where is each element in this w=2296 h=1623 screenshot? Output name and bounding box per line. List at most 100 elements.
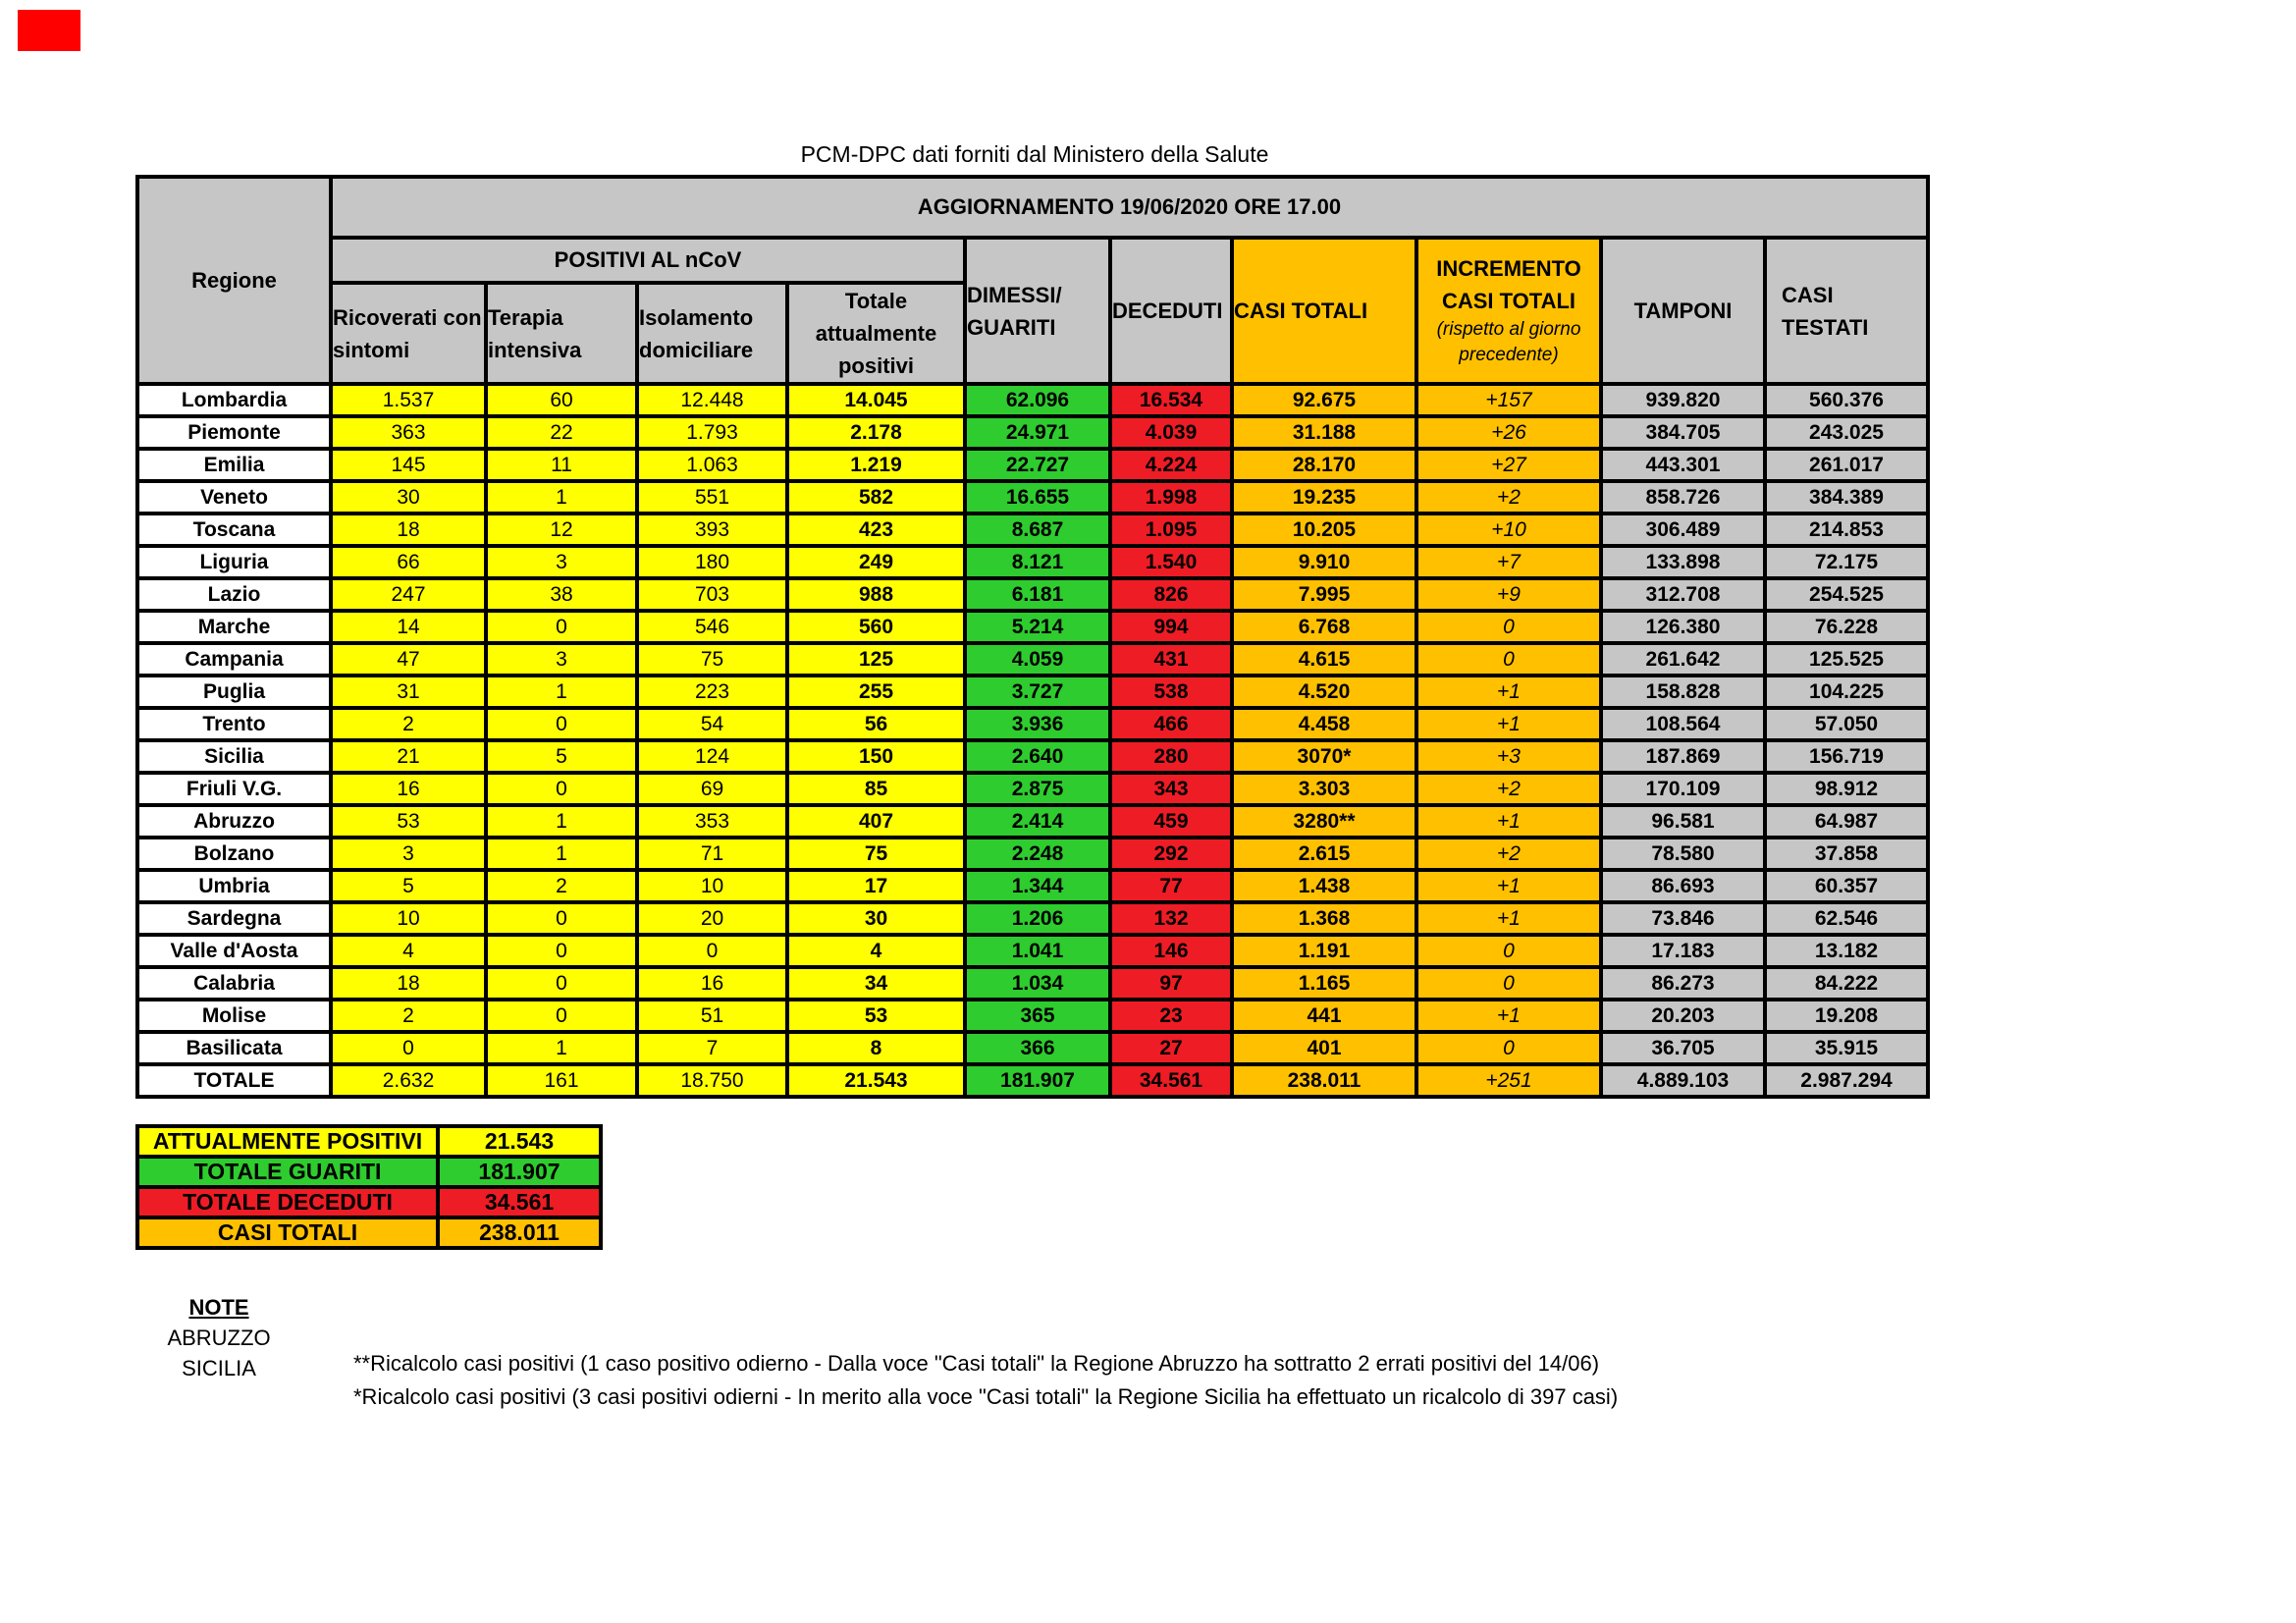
summary-label: TOTALE GUARITI	[135, 1155, 440, 1189]
region-row: Veneto 30 1 551 582 16.655 1.998 19.235 +2 858.72…	[135, 479, 1930, 515]
col-header-casi-totali: CASI TOTALI	[1230, 236, 1418, 386]
cell-ricoverati: 4	[329, 933, 488, 969]
cell-casi-totali: 19.235	[1230, 479, 1418, 515]
sub-header-isolamento: Isolamento domiciliare	[635, 281, 789, 386]
cell-tamponi: 158.828	[1599, 674, 1767, 710]
cell-tamponi: 443.301	[1599, 447, 1767, 483]
cell-ricoverati: 66	[329, 544, 488, 580]
cell-casi-testati: 19.208	[1763, 998, 1930, 1034]
region-row: Liguria 66 3 180 249 8.121 1.540 9.910 +7 133.898…	[135, 544, 1930, 580]
cell-deceduti: 538	[1108, 674, 1234, 710]
cell-tamponi: 36.705	[1599, 1030, 1767, 1066]
region-name: Toscana	[135, 512, 333, 548]
cell-tamponi: 187.869	[1599, 738, 1767, 775]
cell-casi-totali: 31.188	[1230, 414, 1418, 451]
cell-guariti: 1.206	[963, 900, 1112, 937]
positivi-group-header: POSITIVI AL nCoV	[329, 236, 967, 285]
summary-value: 181.907	[436, 1155, 603, 1189]
col-header-casi-testati: CASI TESTATI	[1763, 236, 1930, 386]
cell-casi-testati: 64.987	[1763, 803, 1930, 839]
cell-guariti: 3.936	[963, 706, 1112, 742]
cell-ricoverati: 2.632	[329, 1062, 488, 1099]
summary-row: TOTALE DECEDUTI 34.561	[135, 1185, 603, 1219]
cell-casi-testati: 254.525	[1763, 576, 1930, 613]
cell-ricoverati: 18	[329, 965, 488, 1001]
cell-isolamento: 546	[635, 609, 789, 645]
cell-casi-testati: 384.389	[1763, 479, 1930, 515]
cell-isolamento: 71	[635, 836, 789, 872]
table-header: Regione AGGIORNAMENTO 19/06/2020 ORE 17.…	[135, 175, 1930, 386]
cell-isolamento: 703	[635, 576, 789, 613]
region-name: Emilia	[135, 447, 333, 483]
region-row: Toscana 18 12 393 423 8.687 1.095 10.205 +10 306.…	[135, 512, 1930, 548]
cell-deceduti: 431	[1108, 641, 1234, 677]
cell-totale-positivi: 30	[785, 900, 967, 937]
cell-totale-positivi: 125	[785, 641, 967, 677]
cell-totale-positivi: 34	[785, 965, 967, 1001]
notes-text: **Ricalcolo casi positivi (1 caso positi…	[353, 1347, 1618, 1414]
cell-guariti: 16.655	[963, 479, 1112, 515]
cell-totale-positivi: 8	[785, 1030, 967, 1066]
cell-guariti: 4.059	[963, 641, 1112, 677]
cell-deceduti: 146	[1108, 933, 1234, 969]
cell-casi-totali: 9.910	[1230, 544, 1418, 580]
notes-labels: NOTE ABRUZZO SICILIA	[135, 1292, 302, 1383]
cell-terapia: 0	[484, 998, 639, 1034]
notes-heading: NOTE	[188, 1295, 249, 1320]
cell-isolamento: 10	[635, 868, 789, 904]
cell-incremento: +1	[1415, 706, 1603, 742]
cell-casi-totali: 1.368	[1230, 900, 1418, 937]
cell-ricoverati: 14	[329, 609, 488, 645]
cell-tamponi: 312.708	[1599, 576, 1767, 613]
cell-deceduti: 132	[1108, 900, 1234, 937]
cell-ricoverati: 2	[329, 706, 488, 742]
region-row: Marche 14 0 546 560 5.214 994 6.768 0 126.380 76.2…	[135, 609, 1930, 645]
cell-casi-testati: 243.025	[1763, 414, 1930, 451]
cell-tamponi: 108.564	[1599, 706, 1767, 742]
region-name: TOTALE	[135, 1062, 333, 1099]
region-name: Umbria	[135, 868, 333, 904]
cell-isolamento: 69	[635, 771, 789, 807]
region-row: Calabria 18 0 16 34 1.034 97 1.165 0 86.273 84.222	[135, 965, 1930, 1001]
region-name: Veneto	[135, 479, 333, 515]
cell-totale-positivi: 53	[785, 998, 967, 1034]
region-row: Puglia 31 1 223 255 3.727 538 4.520 +1 158.828 104…	[135, 674, 1930, 710]
region-row: Bolzano 3 1 71 75 2.248 292 2.615 +2 78.580 37.858	[135, 836, 1930, 872]
cell-totale-positivi: 1.219	[785, 447, 967, 483]
cell-terapia: 1	[484, 674, 639, 710]
region-name: Puglia	[135, 674, 333, 710]
notes-region-sicilia: SICILIA	[182, 1356, 256, 1380]
region-row: Emilia 145 11 1.063 1.219 22.727 4.224 28.170 +2…	[135, 447, 1930, 483]
cell-deceduti: 77	[1108, 868, 1234, 904]
cell-ricoverati: 1.537	[329, 382, 488, 418]
cell-casi-testati: 72.175	[1763, 544, 1930, 580]
cell-terapia: 1	[484, 1030, 639, 1066]
region-row: Basilicata 0 1 7 8 366 27 401 0 36.705 35.915	[135, 1030, 1930, 1066]
region-name: Lombardia	[135, 382, 333, 418]
region-row: Campania 47 3 75 125 4.059 431 4.615 0 261.642 125…	[135, 641, 1930, 677]
cell-incremento: +2	[1415, 479, 1603, 515]
cell-tamponi: 261.642	[1599, 641, 1767, 677]
cell-tamponi: 4.889.103	[1599, 1062, 1767, 1099]
cell-casi-totali: 92.675	[1230, 382, 1418, 418]
cell-tamponi: 170.109	[1599, 771, 1767, 807]
cell-casi-totali: 1.191	[1230, 933, 1418, 969]
region-row: Molise 2 0 51 53 365 23 441 +1 20.203 19.208	[135, 998, 1930, 1034]
cell-isolamento: 124	[635, 738, 789, 775]
cell-totale-positivi: 56	[785, 706, 967, 742]
cell-terapia: 3	[484, 641, 639, 677]
cell-casi-totali: 1.165	[1230, 965, 1418, 1001]
cell-isolamento: 54	[635, 706, 789, 742]
summary-label: CASI TOTALI	[135, 1216, 440, 1250]
cell-isolamento: 223	[635, 674, 789, 710]
incremento-subnote: (rispetto al giorno precedente)	[1436, 319, 1581, 365]
cell-casi-testati: 84.222	[1763, 965, 1930, 1001]
cell-terapia: 2	[484, 868, 639, 904]
cell-guariti: 8.687	[963, 512, 1112, 548]
cell-deceduti: 459	[1108, 803, 1234, 839]
cell-deceduti: 994	[1108, 609, 1234, 645]
region-name: Sicilia	[135, 738, 333, 775]
cell-incremento: 0	[1415, 965, 1603, 1001]
notes-region-abruzzo: ABRUZZO	[167, 1325, 271, 1350]
cell-incremento: +157	[1415, 382, 1603, 418]
